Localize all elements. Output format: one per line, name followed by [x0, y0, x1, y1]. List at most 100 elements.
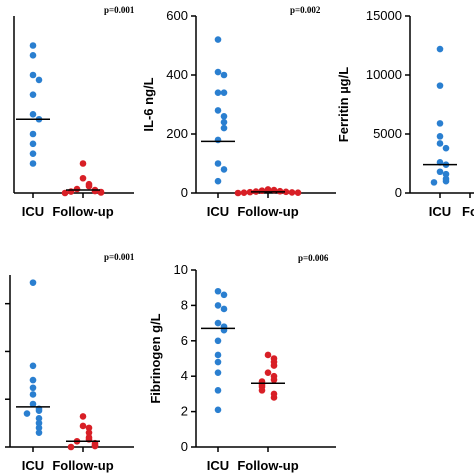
p-value: p=0.001 [104, 5, 135, 15]
followup-point [85, 424, 93, 432]
y-tick-label: 0 [395, 185, 402, 200]
followup-point [282, 188, 290, 196]
followup-point [61, 189, 69, 197]
followup-point [294, 189, 302, 197]
category-label: Follow-up [237, 458, 298, 473]
followup-point [67, 443, 75, 451]
icu-point [29, 400, 37, 408]
icu-point [430, 179, 438, 186]
y-tick-label: 6 [181, 333, 188, 348]
icu-point [442, 144, 450, 152]
followup-point [85, 429, 93, 436]
category-label: ICU [207, 458, 229, 473]
y-tick-label: 10000 [366, 67, 402, 82]
y-tick-label: 4 [181, 368, 188, 383]
category-label: ICU [429, 204, 451, 219]
category-label: ICU [22, 204, 44, 219]
icu-point [214, 36, 222, 43]
icu-point [214, 136, 222, 144]
followup-point [258, 387, 266, 394]
icu-point [436, 45, 444, 53]
icu-point [29, 71, 37, 79]
icu-point [29, 130, 37, 138]
icu-point [442, 170, 450, 178]
icu-point [214, 68, 222, 76]
icu-point [214, 358, 222, 366]
icu-point [29, 362, 37, 370]
icu-point [29, 91, 37, 98]
followup-point [270, 362, 278, 369]
category-label: Follow-up [52, 204, 113, 219]
followup-point [67, 188, 75, 195]
icu-point [29, 376, 37, 384]
y-axis-label: Ferritin µg/L [336, 67, 351, 142]
icu-point [214, 287, 222, 295]
followup-point [264, 369, 272, 376]
icu-point [214, 387, 222, 394]
y-tick-label: 5000 [373, 126, 402, 141]
category-label: Follow-up [52, 458, 113, 473]
icu-point [29, 279, 37, 286]
followup-point [79, 174, 87, 182]
icu-point [23, 410, 31, 417]
icu-point [29, 140, 37, 148]
y-tick-label: 0 [181, 439, 188, 454]
followup-point [91, 187, 99, 195]
icu-point [214, 89, 222, 96]
icu-point [436, 82, 444, 89]
icu-point [35, 407, 43, 414]
category-label: Fo [462, 204, 474, 219]
p-value: p=0.002 [290, 5, 321, 15]
icu-point [29, 160, 37, 167]
followup-point [258, 187, 266, 194]
icu-point [29, 150, 37, 157]
followup-point [79, 160, 87, 167]
followup-point [246, 188, 254, 196]
icu-point [220, 305, 228, 313]
icu-point [29, 52, 37, 59]
y-axis-label: IL-6 ng/L [141, 77, 156, 131]
icu-point [220, 118, 228, 126]
category-label: Follow-up [237, 204, 298, 219]
followup-point [270, 394, 278, 401]
icu-point [35, 429, 43, 436]
y-tick-label: 200 [166, 126, 188, 141]
icu-point [214, 319, 222, 327]
icu-point [214, 302, 222, 309]
y-tick-label: 10 [174, 262, 188, 277]
followup-point [240, 189, 248, 197]
icu-point [436, 133, 444, 140]
followup-point [73, 185, 81, 193]
icu-point [220, 124, 228, 132]
icu-point [442, 177, 450, 185]
p-value: p=0.006 [298, 253, 329, 263]
y-tick-label: 400 [166, 67, 188, 82]
y-tick-label: 8 [181, 297, 188, 312]
icu-point [214, 351, 222, 359]
followup-point [234, 189, 242, 197]
p-value: p=0.001 [104, 252, 135, 262]
category-label: ICU [207, 204, 229, 219]
icu-point [214, 406, 222, 414]
icu-point [29, 42, 37, 49]
followup-point [91, 442, 99, 450]
y-tick-label: 15000 [366, 8, 402, 23]
icu-point [29, 384, 37, 392]
followup-point [79, 422, 87, 430]
icu-point [214, 177, 222, 185]
followup-point [264, 351, 272, 359]
icu-point [436, 140, 444, 147]
followup-point [85, 182, 93, 190]
icu-point [220, 71, 228, 79]
icu-point [214, 337, 222, 345]
followup-point [288, 189, 296, 196]
icu-point [436, 168, 444, 176]
followup-point [270, 376, 278, 384]
icu-point [35, 419, 43, 427]
icu-point [35, 415, 43, 422]
icu-point [214, 107, 222, 114]
icu-point [220, 166, 228, 173]
category-label: ICU [22, 458, 44, 473]
icu-point [220, 89, 228, 96]
